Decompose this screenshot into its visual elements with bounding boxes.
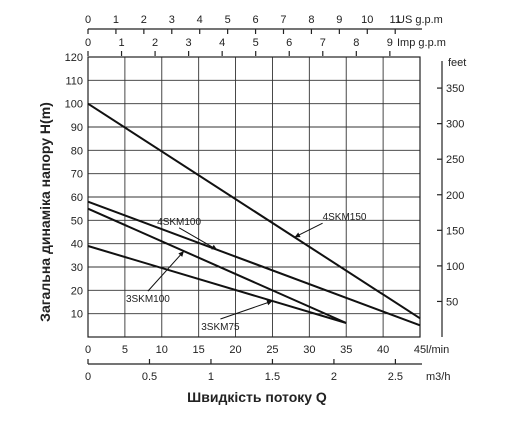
right-axis: 50 100 150 200 250 300 350 feet xyxy=(437,57,466,337)
x-tick-label: 45 xyxy=(414,344,426,356)
plot-border xyxy=(87,56,421,338)
imp-gpm-tick-label: 1 xyxy=(118,37,124,49)
imp-gpm-tick-label: 3 xyxy=(186,37,192,49)
x-tick-label: 25 xyxy=(266,344,278,356)
curve-4skm100 xyxy=(87,200,421,327)
us-gpm-tick-label: 9 xyxy=(336,14,342,26)
y-tick-label: 110 xyxy=(65,75,83,87)
label-leader xyxy=(220,300,273,320)
right-tick-label: 200 xyxy=(446,190,464,202)
us-gpm-tick-label: 2 xyxy=(141,14,147,26)
plot-frame xyxy=(87,56,421,338)
imp-gpm-tick-label: 2 xyxy=(152,37,158,49)
right-tick-label: 50 xyxy=(446,296,458,308)
curve-label-3skm100: 3SKM100 xyxy=(126,294,170,305)
y-tick-label: 100 xyxy=(65,99,83,111)
us-gpm-tick-label: 1 xyxy=(113,14,119,26)
x-m3h-unit: m3/h xyxy=(426,371,450,383)
imp-gpm-tick-label: 6 xyxy=(286,37,292,49)
m3h-tick-label: 0 xyxy=(85,371,91,383)
imp-gpm-tick-label: 9 xyxy=(387,37,393,49)
x-lmin-unit: l/min xyxy=(426,344,449,356)
us-gpm-tick-label: 3 xyxy=(169,14,175,26)
curve-3skm100 xyxy=(87,207,347,324)
us-gpm-tick-label: 4 xyxy=(197,14,203,26)
left-axis: 10 20 30 40 50 60 70 80 90 100 110 120 xyxy=(65,52,83,321)
curve-4skm150 xyxy=(87,102,421,320)
y-axis-title: Загальна динаміка напору H(m) xyxy=(37,102,53,322)
y-tick-label: 120 xyxy=(65,52,83,64)
bottom-axes: 0 5 10 15 20 25 30 35 40 45 l/min 0 0.5 1 1.5 2 2.5 m3/h xyxy=(85,344,451,383)
y-tick-label: 70 xyxy=(71,169,83,181)
us-gpm-tick-label: 8 xyxy=(308,14,314,26)
y-tick-label: 30 xyxy=(71,262,83,274)
m3h-tick-label: 1.5 xyxy=(265,371,280,383)
x-tick-label: 15 xyxy=(193,344,205,356)
imp-gpm-tick-label: 0 xyxy=(85,37,91,49)
right-tick-label: 300 xyxy=(446,119,464,131)
label-arrowhead xyxy=(294,232,301,238)
x-tick-label: 30 xyxy=(303,344,315,356)
x-tick-label: 10 xyxy=(156,344,168,356)
us-gpm-tick-label: 11 xyxy=(389,14,400,26)
x-tick-label: 20 xyxy=(229,344,241,356)
y-tick-label: 80 xyxy=(71,145,83,157)
imp-gpm-tick-label: 5 xyxy=(253,37,259,49)
us-gpm-tick-label: 0 xyxy=(85,14,91,26)
label-arrowhead xyxy=(178,251,184,257)
y-tick-label: 10 xyxy=(71,309,83,321)
right-tick-label: 150 xyxy=(446,225,464,237)
label-leader xyxy=(147,250,185,292)
label-arrowhead xyxy=(211,244,218,250)
curve-label-4skm150: 4SKM150 xyxy=(323,212,367,223)
x-tick-label: 5 xyxy=(122,344,128,356)
us-gpm-tick-label: 10 xyxy=(361,14,373,26)
us-gpm-tick-label: 6 xyxy=(253,14,259,26)
us-gpm-tick-label: 7 xyxy=(280,14,286,26)
x-tick-label: 0 xyxy=(85,344,91,356)
m3h-tick-label: 0.5 xyxy=(142,371,157,383)
curve-label-3skm75: 3SKM75 xyxy=(201,322,240,333)
y-tick-label: 20 xyxy=(71,285,83,297)
m3h-tick-label: 2.5 xyxy=(388,371,403,383)
grid xyxy=(88,57,420,337)
m3h-tick-label: 1 xyxy=(208,371,214,383)
us-gpm-unit: US g.p.m xyxy=(397,14,443,26)
curve-3skm75 xyxy=(87,245,347,324)
y-tick-label: 40 xyxy=(71,239,83,251)
curve-labels: 4SKM150 4SKM100 3SKM100 3SKM75 xyxy=(126,212,367,333)
label-leader xyxy=(178,227,218,251)
y-tick-label: 60 xyxy=(71,192,83,204)
right-tick-label: 100 xyxy=(446,261,464,273)
imp-gpm-unit: Imp g.p.m xyxy=(397,37,446,49)
imp-gpm-tick-label: 8 xyxy=(353,37,359,49)
y-tick-label: 50 xyxy=(71,215,83,227)
m3h-tick-label: 2 xyxy=(331,371,337,383)
x-tick-label: 40 xyxy=(377,344,389,356)
right-tick-label: 350 xyxy=(446,83,464,95)
imp-gpm-tick-label: 4 xyxy=(219,37,225,49)
label-arrowhead xyxy=(266,300,273,306)
y-tick-label: 90 xyxy=(71,122,83,134)
right-axis-unit: feet xyxy=(448,57,466,69)
x-tick-label: 35 xyxy=(340,344,352,356)
right-tick-label: 250 xyxy=(446,154,464,166)
x-axis-title: Швидкість потоку Q xyxy=(187,389,327,405)
us-gpm-tick-label: 5 xyxy=(225,14,231,26)
imp-gpm-tick-label: 7 xyxy=(320,37,326,49)
curve-label-4skm100: 4SKM100 xyxy=(157,217,201,228)
curves xyxy=(87,102,421,327)
